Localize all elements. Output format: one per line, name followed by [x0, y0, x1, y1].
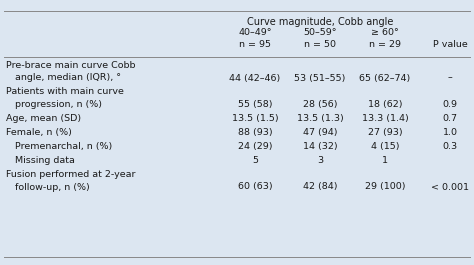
Text: 53 (51–55): 53 (51–55): [294, 73, 346, 82]
Text: 0.9: 0.9: [443, 100, 457, 109]
Text: progression, n (%): progression, n (%): [6, 100, 102, 109]
Text: 4 (15): 4 (15): [371, 142, 399, 151]
Text: 50–59°: 50–59°: [303, 28, 337, 37]
Text: 13.3 (1.4): 13.3 (1.4): [362, 114, 409, 123]
Text: 5: 5: [252, 156, 258, 165]
Text: P value: P value: [433, 40, 467, 49]
Text: Missing data: Missing data: [6, 156, 75, 165]
Text: Female, n (%): Female, n (%): [6, 128, 72, 137]
Text: 28 (56): 28 (56): [303, 100, 337, 109]
Text: Premenarchal, n (%): Premenarchal, n (%): [6, 142, 112, 151]
Text: –: –: [447, 73, 452, 82]
Text: 29 (100): 29 (100): [365, 183, 405, 192]
Text: 1: 1: [382, 156, 388, 165]
Text: 55 (58): 55 (58): [238, 100, 272, 109]
Text: 44 (42–46): 44 (42–46): [229, 73, 281, 82]
Text: 18 (62): 18 (62): [368, 100, 402, 109]
Text: Patients with main curve: Patients with main curve: [6, 87, 124, 96]
Text: 88 (93): 88 (93): [237, 128, 272, 137]
Text: n = 29: n = 29: [369, 40, 401, 49]
Text: 47 (94): 47 (94): [303, 128, 337, 137]
Text: n = 95: n = 95: [239, 40, 271, 49]
Text: 24 (29): 24 (29): [238, 142, 272, 151]
Text: 13.5 (1.5): 13.5 (1.5): [232, 114, 278, 123]
Text: 0.3: 0.3: [442, 142, 457, 151]
Text: 14 (32): 14 (32): [303, 142, 337, 151]
Text: 13.5 (1.3): 13.5 (1.3): [297, 114, 343, 123]
Text: 3: 3: [317, 156, 323, 165]
Text: 40–49°: 40–49°: [238, 28, 272, 37]
Text: 65 (62–74): 65 (62–74): [359, 73, 410, 82]
Text: Curve magnitude, Cobb angle: Curve magnitude, Cobb angle: [247, 17, 393, 27]
Text: follow-up, n (%): follow-up, n (%): [6, 183, 90, 192]
Text: < 0.001: < 0.001: [431, 183, 469, 192]
Text: 60 (63): 60 (63): [237, 183, 272, 192]
Text: n = 50: n = 50: [304, 40, 336, 49]
Text: Pre-brace main curve Cobb: Pre-brace main curve Cobb: [6, 61, 136, 70]
Text: 1.0: 1.0: [443, 128, 457, 137]
Text: 42 (84): 42 (84): [303, 183, 337, 192]
Text: Age, mean (SD): Age, mean (SD): [6, 114, 81, 123]
Text: 27 (93): 27 (93): [368, 128, 402, 137]
Text: Fusion performed at 2-year: Fusion performed at 2-year: [6, 170, 136, 179]
Text: angle, median (IQR), °: angle, median (IQR), °: [6, 73, 121, 82]
Text: 0.7: 0.7: [443, 114, 457, 123]
Text: ≥ 60°: ≥ 60°: [371, 28, 399, 37]
